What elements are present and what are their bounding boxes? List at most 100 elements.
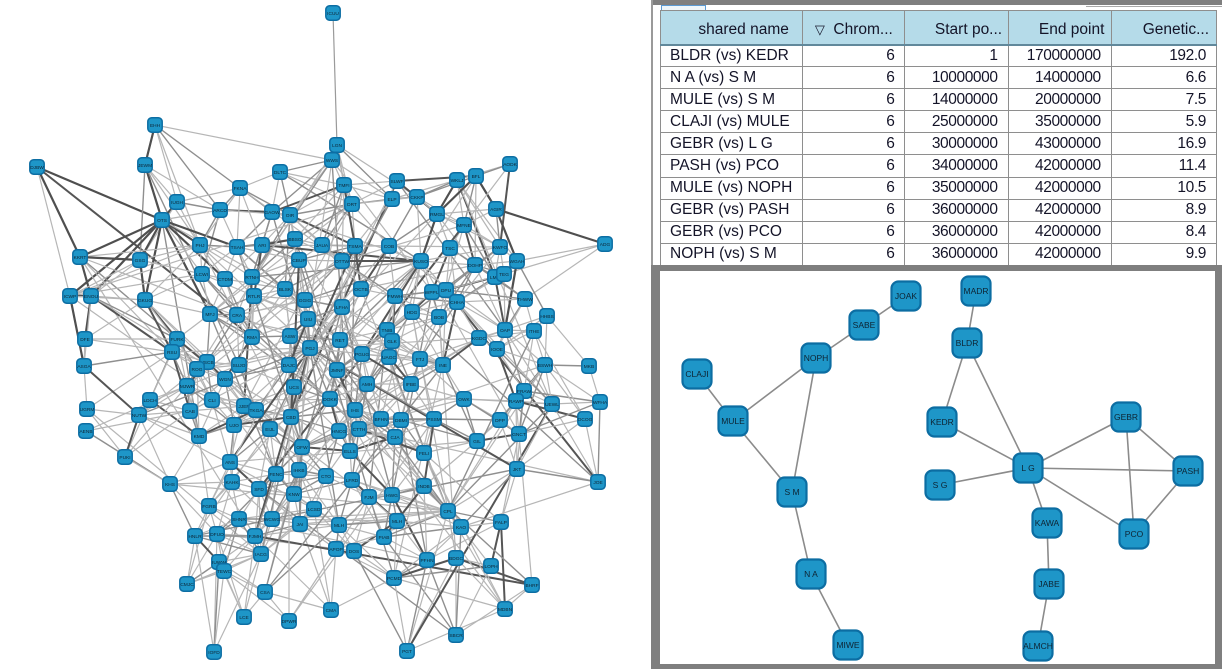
svg-text:THWW: THWW (517, 297, 533, 303)
svg-text:CLI: CLI (208, 398, 215, 404)
svg-text:CLAJI: CLAJI (685, 369, 708, 379)
svg-text:JAI: JAI (297, 522, 304, 528)
svg-text:EHH: EHH (150, 123, 161, 129)
svg-text:FGRB: FGRB (202, 504, 215, 510)
svg-text:JKT: JKT (513, 467, 522, 473)
svg-text:UGRM: UGRM (80, 407, 95, 413)
svg-text:OTTW: OTTW (335, 259, 350, 265)
svg-text:LCSD: LCSD (308, 507, 321, 513)
svg-text:UCS: UCS (289, 385, 299, 391)
svg-text:HNLR: HNLR (188, 534, 202, 540)
svg-text:PHJ: PHJ (195, 243, 205, 249)
svg-text:HDG: HDG (407, 310, 418, 316)
svg-text:BOB: BOB (434, 315, 444, 321)
svg-text:HNCG: HNCG (332, 429, 346, 435)
svg-text:DFUO: DFUO (210, 532, 224, 538)
svg-text:PCO: PCO (1125, 529, 1144, 539)
svg-text:GAOW: GAOW (264, 210, 280, 216)
svg-text:BLDR: BLDR (956, 338, 979, 348)
svg-text:GIL: GIL (473, 439, 481, 445)
svg-text:GLK: GLK (387, 339, 397, 345)
svg-text:GEBR: GEBR (1114, 412, 1138, 422)
svg-text:FJMH: FJMH (249, 534, 262, 540)
svg-text:PFHN: PFHN (420, 558, 434, 564)
svg-text:LGN: LGN (332, 143, 342, 149)
svg-text:SHNR: SHNR (232, 517, 246, 523)
svg-text:DAJC: DAJC (283, 363, 296, 369)
svg-text:FMWH: FMWH (388, 294, 403, 300)
svg-text:MDBN: MDBN (498, 607, 513, 613)
svg-text:WGAH: WGAH (510, 259, 525, 265)
svg-text:L G: L G (1021, 463, 1034, 473)
svg-text:MFJ: MFJ (205, 312, 215, 318)
svg-text:APOP: APOP (329, 547, 342, 553)
svg-text:DOHP: DOHP (468, 263, 482, 269)
svg-text:WKLJ: WKLJ (451, 178, 464, 184)
svg-text:KMD: KMD (194, 434, 205, 440)
svg-text:UIU: UIU (304, 317, 313, 323)
svg-text:RET: RET (335, 338, 345, 344)
svg-text:BHRF: BHRF (525, 583, 538, 589)
svg-text:JJEP: JJEP (238, 404, 249, 410)
svg-text:LCE: LCE (239, 615, 248, 621)
svg-text:DFE: DFE (80, 337, 90, 343)
svg-text:KGDC: KGDC (472, 336, 486, 342)
svg-text:EIJL: EIJL (265, 427, 275, 433)
svg-text:BBSO: BBSO (288, 237, 302, 243)
svg-text:OFW: OFW (296, 445, 308, 451)
svg-text:UAGC: UAGC (382, 355, 396, 361)
svg-text:PSSM: PSSM (427, 417, 441, 423)
svg-text:ADG: ADG (600, 242, 611, 248)
svg-text:AMH: AMH (362, 382, 373, 388)
svg-text:LCWI: LCWI (196, 272, 208, 278)
svg-text:TSC: TSC (445, 246, 455, 252)
svg-text:IUGH: IUGH (171, 200, 184, 206)
svg-text:NUTW: NUTW (132, 413, 147, 419)
svg-text:BDGC: BDGC (449, 556, 463, 562)
svg-text:TNIB: TNIB (382, 328, 393, 334)
svg-text:SLWF: SLWF (391, 179, 404, 185)
svg-text:PUKI: PUKI (119, 455, 130, 461)
svg-text:WWS: WWS (326, 158, 338, 164)
svg-text:RTLR: RTLR (248, 294, 261, 300)
svg-text:JABE: JABE (1038, 579, 1060, 589)
svg-text:IACG: IACG (255, 552, 267, 558)
svg-text:BSWH: BSWH (538, 363, 553, 369)
svg-text:BFHN: BFHN (374, 417, 388, 423)
svg-text:IOOE: IOOE (491, 347, 503, 353)
svg-text:OTS: OTS (157, 218, 167, 224)
svg-text:RAWP: RAWP (509, 399, 523, 405)
svg-text:ASW: ASW (285, 334, 296, 340)
svg-text:FENC: FENC (269, 472, 283, 478)
svg-text:DRT: DRT (347, 202, 357, 208)
svg-text:TSMA: TSMA (348, 244, 362, 250)
svg-text:AODK: AODK (503, 162, 517, 168)
svg-text:DOS: DOS (349, 549, 359, 555)
svg-text:FKNA: FKNA (234, 186, 248, 192)
svg-text:IHS: IHS (351, 408, 359, 414)
svg-text:ARCD: ARCD (213, 208, 227, 214)
svg-text:SBCR: SBCR (449, 633, 463, 639)
svg-text:KAO: KAO (456, 525, 466, 531)
svg-text:FTJ: FTJ (416, 357, 425, 363)
svg-text:LDCH: LDCH (143, 398, 157, 404)
svg-text:HHBS: HHBS (540, 314, 553, 320)
svg-text:CRA: CRA (232, 313, 243, 319)
svg-text:SUJO: SUJO (233, 363, 246, 369)
svg-text:TEWC: TEWC (217, 569, 232, 575)
svg-text:BFL: BFL (472, 174, 481, 180)
svg-text:PGJ: PGJ (305, 346, 315, 352)
svg-text:INE: INE (439, 363, 447, 369)
svg-text:CJA: CJA (390, 435, 400, 441)
svg-text:CBD: CBD (286, 415, 297, 421)
svg-text:CBUP: CBUP (292, 258, 305, 264)
svg-text:NOPH: NOPH (804, 353, 829, 363)
svg-text:RSU: RSU (167, 350, 178, 356)
svg-text:KWFO: KWFO (493, 245, 508, 251)
svg-text:KAHK: KAHK (225, 480, 239, 486)
svg-text:OWK: OWK (458, 397, 470, 403)
svg-text:WGN: WGN (219, 377, 231, 383)
svg-text:ITHE: ITHE (529, 329, 540, 335)
svg-text:WPPU: WPPU (425, 290, 440, 296)
svg-text:JEWM: JEWM (138, 163, 152, 169)
